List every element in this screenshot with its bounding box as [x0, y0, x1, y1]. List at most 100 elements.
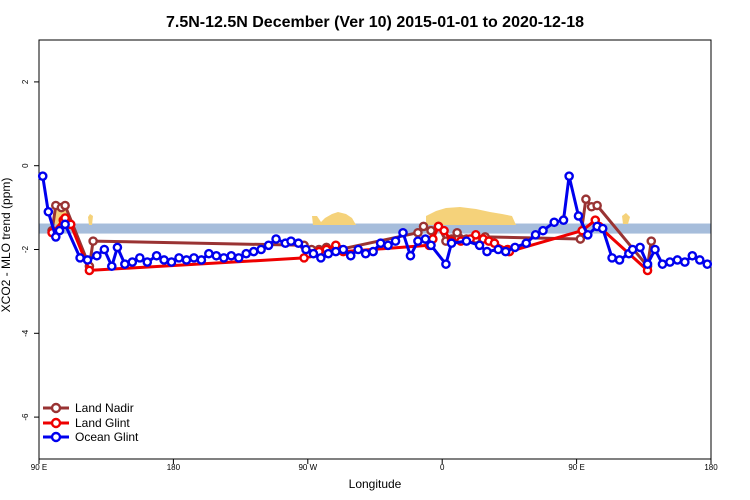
data-point-ocean-glint: [521, 238, 532, 249]
x-tick-label: 180: [167, 463, 181, 472]
legend-label-ocean-glint: Ocean Glint: [75, 430, 139, 444]
data-point-ocean-glint: [127, 257, 138, 267]
data-point-ocean-glint: [573, 211, 584, 221]
data-point-ocean-glint: [642, 259, 653, 269]
legend-marker-land-glint: [50, 417, 62, 429]
data-point-ocean-glint: [614, 255, 625, 265]
data-point-ocean-glint: [92, 250, 102, 261]
y-axis-label: XCO2 - MLO trend (ppm): [0, 178, 13, 313]
data-point-ocean-glint: [256, 244, 266, 255]
data-point-ocean-glint: [196, 255, 207, 265]
data-point-ocean-glint: [301, 244, 311, 255]
legend-marker-land-nadir: [50, 402, 62, 414]
data-point-ocean-glint: [233, 253, 244, 263]
x-axis-label: Longitude: [349, 477, 402, 491]
data-point-ocean-glint: [218, 253, 229, 263]
data-point-ocean-glint: [420, 234, 431, 244]
data-point-ocean-glint: [241, 248, 251, 259]
data-point-ocean-glint: [383, 240, 393, 251]
data-point-ocean-glint: [583, 230, 593, 240]
data-point-ocean-glint: [43, 206, 54, 217]
data-point-land-glint: [84, 265, 95, 276]
data-point-land-nadir: [88, 236, 98, 246]
data-point-ocean-glint: [271, 234, 281, 244]
data-point-ocean-glint: [510, 242, 520, 253]
data-point-land-nadir: [575, 234, 586, 244]
data-point-ocean-glint: [482, 246, 492, 257]
data-point-ocean-glint: [413, 236, 423, 246]
y-tick-label: 0: [21, 163, 30, 168]
data-point-ocean-glint: [263, 240, 274, 251]
y-tick-label: -2: [21, 245, 30, 253]
data-point-ocean-glint: [181, 255, 192, 265]
data-point-ocean-glint: [657, 259, 668, 269]
data-point-ocean-glint: [680, 257, 690, 267]
legend-marker-ocean-glint: [50, 431, 62, 443]
data-point-ocean-glint: [60, 219, 70, 230]
data-point-ocean-glint: [293, 238, 304, 249]
data-point-ocean-glint: [142, 257, 153, 267]
data-point-ocean-glint: [159, 255, 169, 265]
data-point-ocean-glint: [286, 236, 296, 246]
chart-title: 7.5N-12.5N December (Ver 10) 2015-01-01 …: [166, 14, 584, 31]
data-point-ocean-glint: [338, 244, 349, 255]
data-point-land-nadir: [413, 227, 423, 238]
data-point-ocean-glint: [538, 225, 548, 236]
data-point-ocean-glint: [398, 227, 408, 238]
x-tick-label: 90 W: [298, 463, 317, 472]
land-mask-2: [312, 212, 356, 225]
data-point-ocean-glint: [189, 253, 199, 263]
data-point-ocean-glint: [75, 253, 85, 263]
plot-area: 90 E 180 90 W 0 90 E 180 -6 -4 -2 0 2: [21, 39, 718, 472]
data-point-ocean-glint: [695, 255, 705, 265]
data-point-ocean-glint: [375, 238, 386, 249]
data-point-ocean-glint: [426, 240, 436, 251]
data-point-ocean-glint: [530, 230, 541, 240]
data-point-ocean-glint: [134, 253, 145, 263]
data-point-ocean-glint: [54, 225, 65, 236]
data-point-ocean-glint: [687, 250, 698, 261]
data-point-ocean-glint: [204, 248, 214, 259]
data-point-ocean-glint: [493, 244, 504, 255]
data-point-ocean-glint: [702, 259, 713, 269]
data-point-ocean-glint: [627, 244, 638, 255]
data-point-ocean-glint: [549, 217, 560, 228]
data-point-ocean-glint: [360, 248, 371, 259]
x-tick-label: 90 E: [568, 463, 584, 472]
data-point-ocean-glint: [405, 250, 416, 261]
data-point-land-nadir: [426, 225, 436, 236]
data-point-ocean-glint: [211, 250, 222, 261]
data-point-ocean-glint: [461, 236, 472, 246]
data-point-ocean-glint: [650, 244, 660, 255]
data-point-ocean-glint: [308, 248, 319, 259]
data-point-ocean-glint: [474, 240, 485, 251]
data-point-land-nadir: [60, 200, 70, 211]
data-point-land-nadir: [418, 221, 429, 232]
data-point-ocean-glint: [368, 246, 378, 257]
land-mask-3: [426, 207, 516, 225]
data-point-ocean-glint: [174, 253, 184, 263]
x-tick-label: 180: [704, 463, 718, 472]
data-point-land-nadir: [452, 227, 462, 238]
data-point-ocean-glint: [107, 261, 117, 272]
data-point-ocean-glint: [316, 253, 326, 263]
data-point-ocean-glint: [226, 250, 237, 261]
data-point-ocean-glint: [564, 171, 574, 181]
reference-band: [39, 223, 711, 234]
data-point-ocean-glint: [672, 255, 683, 265]
data-point-land-nadir: [646, 236, 657, 246]
data-point-ocean-glint: [635, 242, 645, 253]
data-point-ocean-glint: [558, 215, 569, 225]
data-point-ocean-glint: [446, 238, 457, 249]
data-point-ocean-glint: [323, 248, 334, 259]
data-point-ocean-glint: [500, 246, 511, 257]
data-point-ocean-glint: [441, 259, 451, 269]
land-mask-1: [88, 214, 93, 225]
data-point-ocean-glint: [330, 246, 341, 257]
data-point-ocean-glint: [112, 242, 123, 253]
data-point-ocean-glint: [166, 257, 177, 267]
data-point-ocean-glint: [607, 253, 617, 263]
